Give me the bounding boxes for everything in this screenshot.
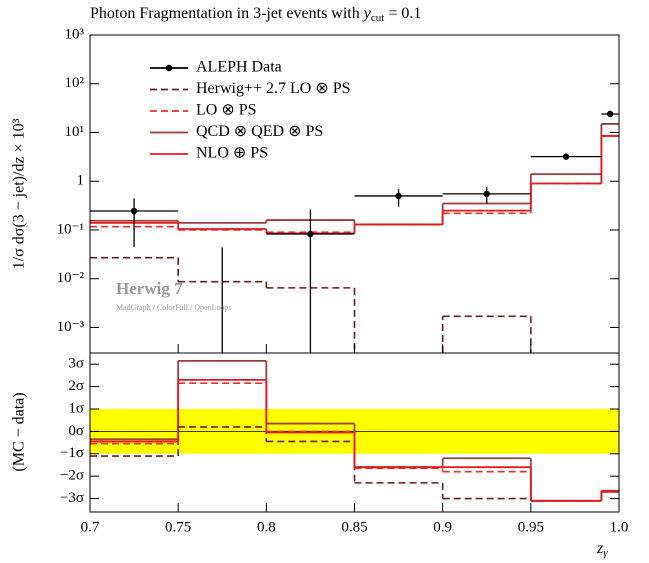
y-tick-label: 1 [77,173,85,189]
main-panel: 10³ 10² 10¹ 1 10⁻¹ 10⁻² 10⁻³ ALEPH Data Herwig++… [57,26,620,354]
y-tick-label: 10³ [65,26,85,42]
legend-label: LO ⊗ PS [196,102,257,119]
legend-label: ALEPH Data [196,59,282,76]
title-rest: = 0.1 [388,5,421,22]
title-sub: cut [371,12,384,24]
legend-label: NLO ⊕ PS [196,145,268,162]
y-tick-label: 2σ [68,378,84,394]
x-tick-label: 0.85 [341,519,367,535]
ratio-axis-title: (MC − data) [11,392,28,471]
y-axis-title: 1/σ dσ(3 − jet)/dz × 10³ [11,118,28,269]
y-tick-label: 3σ [68,356,84,372]
y-tick-label: 1σ [68,400,84,416]
legend-label: Herwig++ 2.7 LO ⊗ PS [196,80,351,97]
x-tick-label: 0.8 [257,519,276,535]
x-tick-label: 0.9 [433,519,452,535]
data-point [130,207,138,215]
y-tick-label: −1σ [60,445,84,461]
ratio-panel: 3σ 2σ 1σ 0σ −1σ −2σ −3σ 0.7 0.75 0.8 0.85 0.9 0.95 1.… [60,344,628,535]
data-point [307,230,314,238]
watermark: Herwig 7 [116,279,183,298]
x-tick-label: 0.7 [81,519,100,535]
y-tick-label: 0σ [68,423,84,439]
x-label-sub: γ [603,547,608,559]
data-point [562,153,570,160]
legend-label: QCD ⊗ QED ⊗ PS [196,123,323,140]
data-point [483,190,490,198]
x-label: z [596,540,604,557]
title-text: Photon Fragmentation in 3-jet events wit… [90,5,360,22]
panel-frame [89,352,620,513]
y-tick-label: −2σ [60,468,84,484]
y-tick-label: 10⁻¹ [57,221,84,237]
y-tick-label: −3σ [60,490,84,506]
data-point [395,192,402,200]
title-var: y [362,5,372,22]
watermark-sub: MadGraph / ColorFull / OpenLoops [116,303,232,312]
x-axis-title: zγ [596,540,608,559]
y-tick-label: 10² [65,75,85,91]
x-tick-label: 0.75 [165,519,191,535]
y-tick-label: 10⁻² [57,270,85,286]
x-tick-label: 0.95 [518,519,544,535]
legend-marker [165,64,173,72]
data-point [606,110,614,118]
chart-title: Photon Fragmentation in 3-jet events wit… [90,5,421,24]
y-tick-label: 10⁻³ [57,319,85,335]
y-tick-label: 10¹ [65,124,85,140]
x-tick-label: 1.0 [610,519,629,535]
